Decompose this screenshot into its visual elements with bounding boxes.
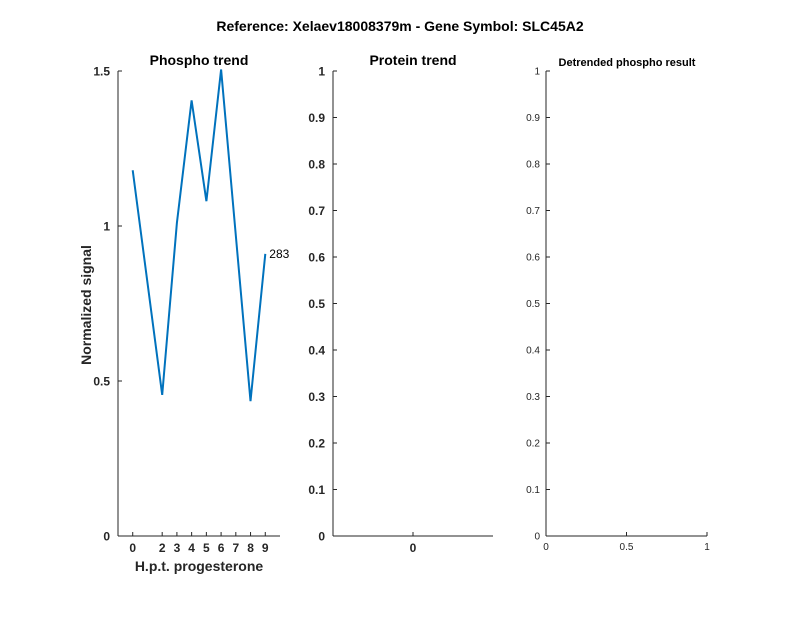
y-tick-label: 0.4 [526,346,540,357]
y-tick-label: 0.9 [308,111,325,125]
phospho-trend-ylabel: Normalized signal [78,245,94,365]
y-tick-label: 0.3 [526,392,540,403]
protein-trend-panel: Protein trend 0 0.1 0.2 0.3 0.4 0.5 0.6 0.7 0.8 0… [308,52,493,555]
x-tick-label: 4 [188,541,195,555]
y-tick-label: 1.5 [93,64,110,78]
phospho-trend-xlabel: H.p.t. progesterone [135,558,264,574]
y-tick-label: 0 [534,532,540,543]
y-tick-label: 1 [103,219,110,233]
x-tick-label: 5 [203,541,210,555]
x-tick-label: 6 [218,541,225,555]
x-tick-label: 8 [247,541,254,555]
y-tick-label: 0.4 [308,343,325,357]
y-tick-label: 0.2 [308,436,325,450]
y-tick-label: 1 [534,67,540,78]
y-tick-label: 0.5 [93,374,110,388]
phospho-trend-title: Phospho trend [150,52,249,68]
y-tick-label: 0.5 [308,297,325,311]
y-tick-label: 0.5 [526,299,540,310]
detrended-phospho-title: Detrended phospho result [559,57,696,69]
y-tick-label: 0.2 [526,439,540,450]
protein-trend-title: Protein trend [369,52,456,68]
detrended-phospho-panel: Detrended phospho result 0 0.1 0.2 0.3 0.4 0.… [526,57,710,553]
x-tick-label: 3 [174,541,181,555]
x-tick-label: 2 [159,541,166,555]
y-tick-label: 0.1 [526,485,540,496]
x-tick-label: 0 [410,541,417,555]
series-end-label: 283 [269,247,289,261]
x-tick-label: 7 [232,541,239,555]
y-tick-label: 0.3 [308,390,325,404]
y-tick-label: 0.9 [526,113,540,124]
y-tick-label: 0.1 [308,483,325,497]
x-tick-label: 0 [129,541,136,555]
y-tick-label: 0.7 [526,206,540,217]
y-tick-label: 0.8 [308,157,325,171]
figure-suptitle: Reference: Xelaev18008379m - Gene Symbol… [216,18,584,34]
x-tick-label: 1 [704,542,710,553]
x-tick-label: 0 [543,542,549,553]
y-tick-label: 0 [103,529,110,543]
x-tick-label: 0.5 [620,542,634,553]
y-tick-label: 1 [318,64,325,78]
phospho-trend-panel: Phospho trend H.p.t. progesterone Normal… [78,52,290,574]
y-tick-label: 0.6 [526,253,540,264]
y-tick-label: 0.8 [526,160,540,171]
y-tick-label: 0 [318,529,325,543]
y-tick-label: 0.7 [308,204,325,218]
y-tick-label: 0.6 [308,250,325,264]
x-tick-label: 9 [262,541,269,555]
series-line [131,69,267,402]
